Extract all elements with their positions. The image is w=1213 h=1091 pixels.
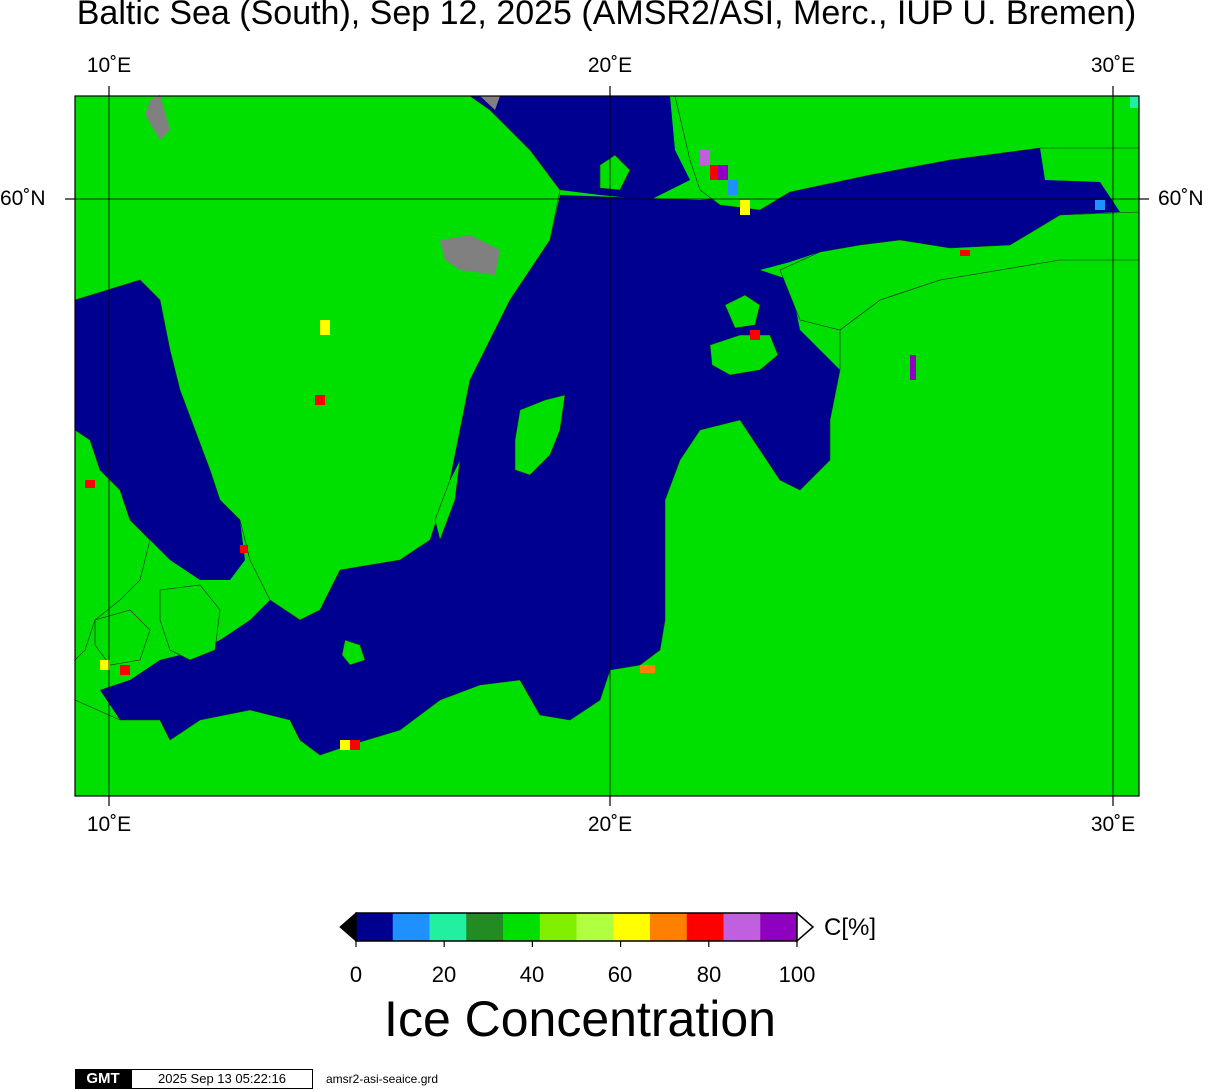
lon-label-bottom-10: 10˚E [86,813,132,836]
colorbar-swatch [503,913,541,941]
colorbar-swatch [760,913,798,941]
colorbar-tick-40: 40 [519,962,545,987]
colorbar-swatch [576,913,614,941]
lon-label-top-10: 10˚E [86,54,132,77]
gmt-logo: GMT [75,1069,131,1089]
colorbar-tick-100: 100 [778,962,816,987]
colorbar-swatch [613,913,651,941]
lon-label-bottom-30: 30˚E [1090,813,1136,836]
missing-data-areas [145,95,500,275]
coastal-pixels [85,96,1139,750]
colorbar-swatch [650,913,688,941]
lon-label-top-30: 30˚E [1090,54,1136,77]
map-title: Baltic Sea (South), Sep 12, 2025 (AMSR2/… [76,0,1137,32]
graticule [75,96,1139,796]
colorbar-tick-80: 80 [696,962,722,987]
colorbar-swatch [539,913,577,941]
land-islands [74,95,1140,797]
colorbar-title: Ice Concentration [384,991,776,1047]
colorbar-tick-60: 60 [607,962,633,987]
gmt-timestamp: 2025 Sep 13 05:22:16 [131,1069,313,1089]
colorbar-under-triangle [339,911,357,943]
colorbar-tick-0: 0 [349,962,363,987]
colorbar [339,911,815,947]
lon-label-bottom-20: 20˚E [587,813,633,836]
colorbar-swatch [723,913,761,941]
colorbar-over-triangle [796,911,815,943]
lat-label-left-60: 60˚N [0,187,46,210]
colorbar-unit: C[%] [824,914,877,941]
colorbar-swatch [392,913,430,941]
colorbar-swatch [466,913,504,941]
lat-label-right-60: 60˚N [1158,187,1204,210]
gmt-filename: amsr2-asi-seaice.grd [326,1072,439,1086]
map-frame [74,95,1140,797]
colorbar-swatch [356,913,394,941]
lon-label-top-20: 20˚E [587,54,633,77]
colorbar-tick-20: 20 [431,962,457,987]
tick-marks [65,86,1149,806]
colorbar-swatch [686,913,724,941]
colorbar-swatch [429,913,467,941]
